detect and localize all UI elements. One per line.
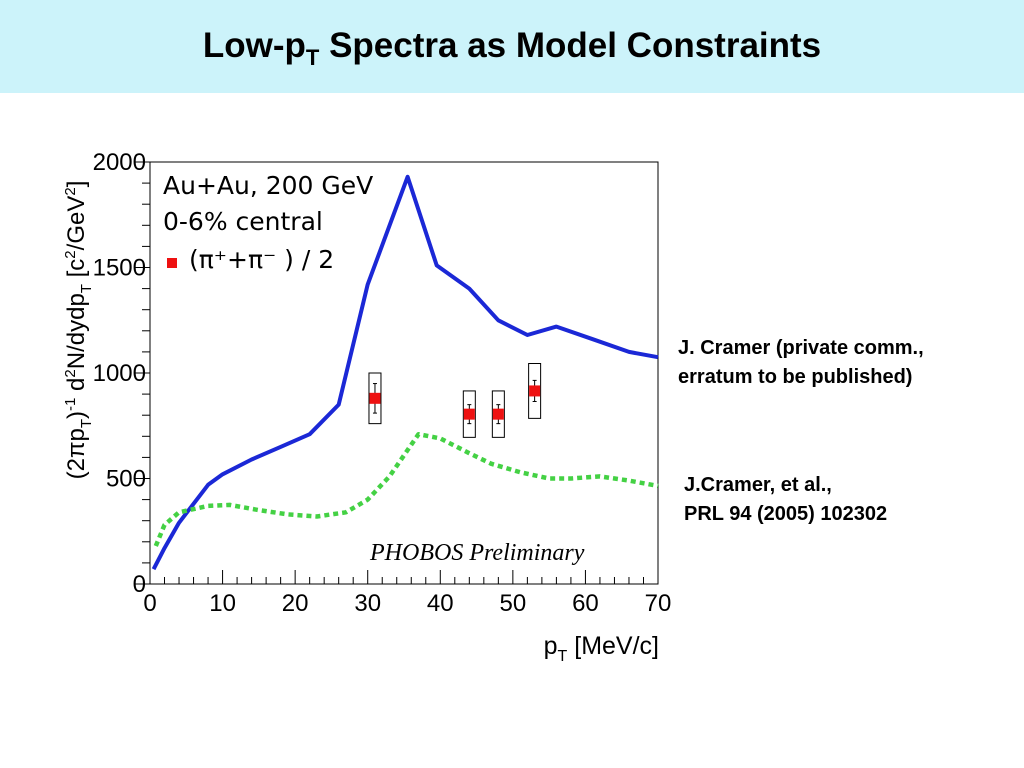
dotted-model-curve bbox=[153, 431, 659, 547]
data-point-marker bbox=[492, 408, 504, 420]
x-tick-label: 0 bbox=[143, 590, 156, 617]
x-tick-label: 50 bbox=[500, 590, 527, 617]
annotation-line: erratum to be published) bbox=[678, 366, 913, 388]
slide-title-rest: Spectra as Model Constraints bbox=[319, 26, 822, 65]
legend-text: 0-6% central bbox=[163, 207, 323, 236]
y-tick-label: 1000 bbox=[93, 360, 146, 387]
x-tick-label: 20 bbox=[282, 590, 309, 617]
annotation-line: PRL 94 (2005) 102302 bbox=[684, 503, 888, 525]
data-point-marker bbox=[369, 392, 381, 404]
systematic-error-box bbox=[528, 363, 542, 419]
systematic-error-box bbox=[491, 390, 505, 438]
y-tick-label: 500 bbox=[106, 466, 146, 493]
data-point-marker bbox=[529, 385, 541, 397]
x-tick-label: 30 bbox=[354, 590, 381, 617]
systematic-error-box bbox=[368, 372, 382, 425]
x-tick-label: 40 bbox=[427, 590, 454, 617]
y-tick-label: 2000 bbox=[93, 149, 146, 176]
slide-title-main: Low-p bbox=[202, 26, 306, 65]
data-point-marker bbox=[463, 408, 475, 420]
legend-marker-label: (π⁺+π⁻ ) / 2 bbox=[189, 245, 334, 274]
legend-marker bbox=[167, 258, 177, 268]
x-tick-label: 70 bbox=[645, 590, 672, 617]
annotation-cramer-private: J. Cramer (private comm., erratum to be … bbox=[678, 334, 924, 392]
x-tick-label: 60 bbox=[572, 590, 599, 617]
x-tick-label: 10 bbox=[209, 590, 236, 617]
legend-text: Au+Au, 200 GeV bbox=[163, 171, 373, 200]
watermark: PHOBOS Preliminary bbox=[369, 540, 585, 566]
annotation-line: J. Cramer (private comm., bbox=[678, 337, 924, 359]
annotation-line: J.Cramer, et al., bbox=[684, 474, 832, 496]
title-bar bbox=[0, 0, 1024, 93]
annotation-cramer-prl: J.Cramer, et al., PRL 94 (2005) 102302 bbox=[684, 471, 887, 529]
y-tick-label: 0 bbox=[133, 571, 146, 598]
slide-title-subscript: T bbox=[305, 45, 320, 70]
y-tick-label: 1500 bbox=[93, 255, 146, 282]
solid-model-curve bbox=[151, 174, 659, 571]
systematic-error-box bbox=[462, 390, 476, 438]
y-axis-label: (2πpT)-1 d2N/dydpT [c2/GeV2] bbox=[62, 181, 95, 480]
slide-title: Low-pT Spectra as Model Constraints bbox=[0, 26, 1024, 71]
x-axis-label: pT [MeV/c] bbox=[544, 632, 659, 665]
